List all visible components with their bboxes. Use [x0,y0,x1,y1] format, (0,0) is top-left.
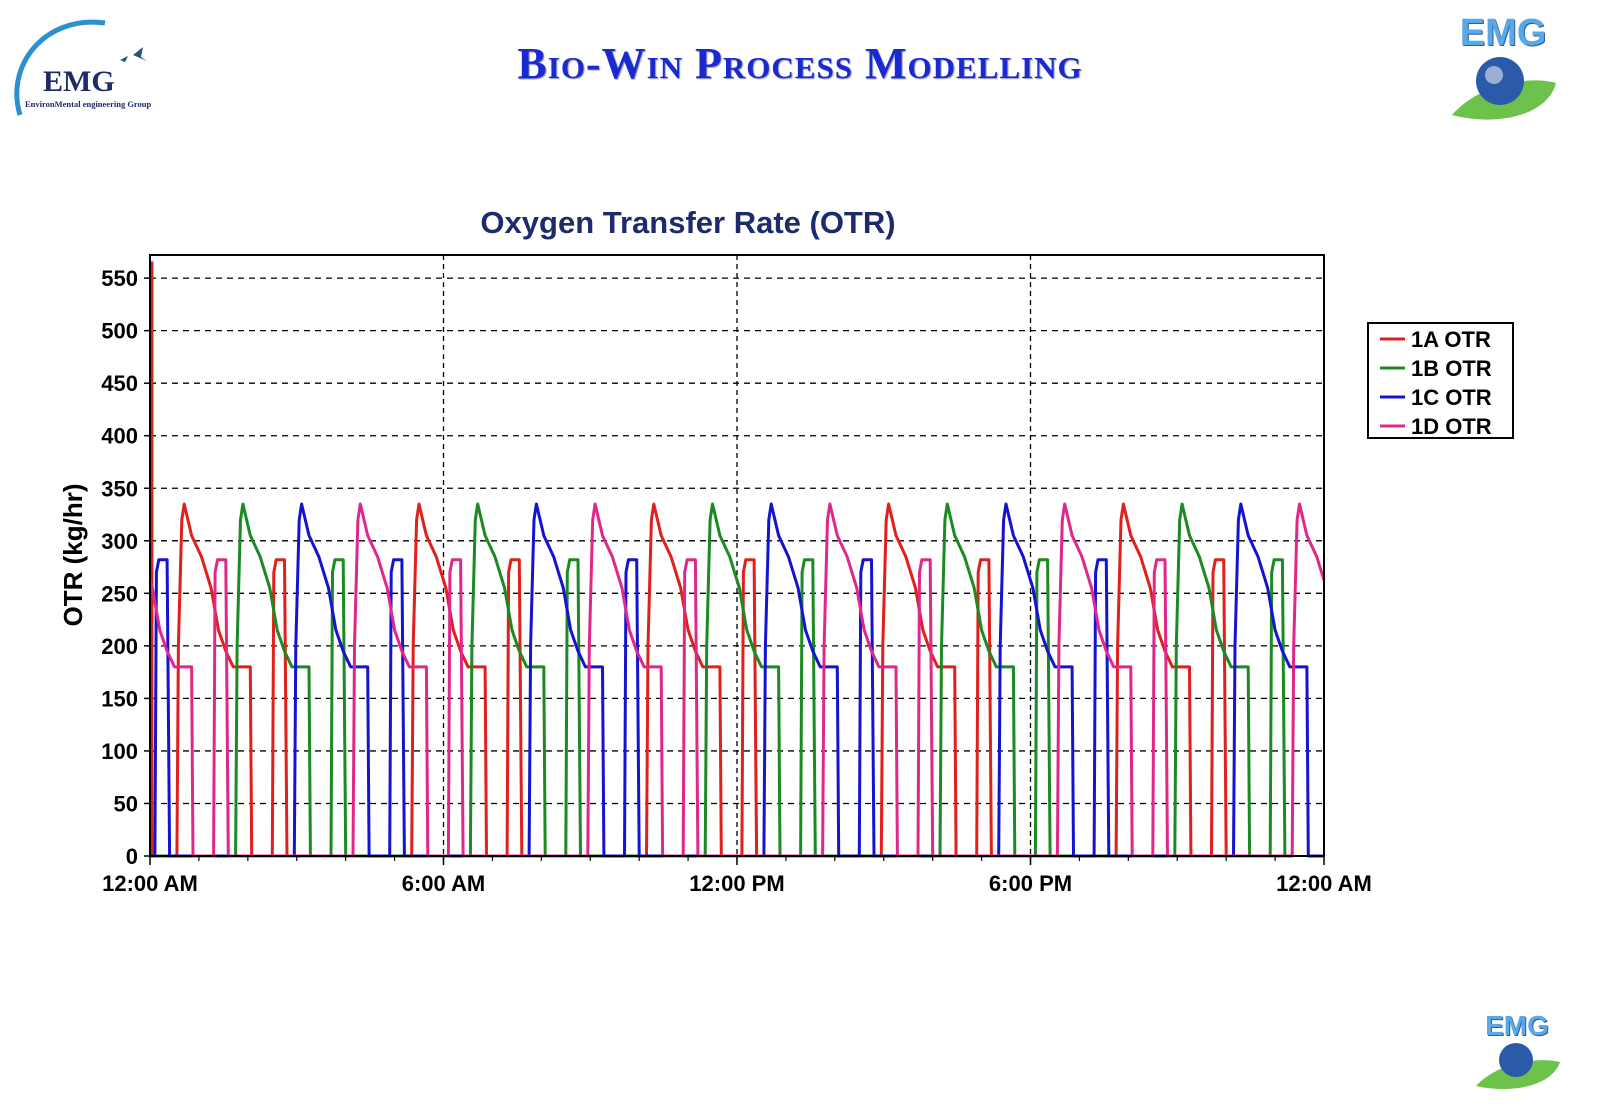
x-tick-label: 12:00 PM [689,871,784,896]
axis-ticks: 0 50 100 150 200 250 300 350 400 450 500 550 12:00 A… [101,266,1372,896]
y-tick-label: 200 [101,634,138,659]
y-tick-label: 100 [101,739,138,764]
y-tick-label: 450 [101,371,138,396]
logo-left-subtitle: EnvironMental engineering Group [25,99,152,109]
x-tick-label: 6:00 AM [402,871,486,896]
series-line-1b-otr [150,502,1287,858]
emg-logo-left: EMG EnvironMental engineering Group [5,15,195,125]
logo-footer-text: EMG [1485,1010,1549,1041]
series-lines [148,261,1326,858]
slide-title: Bio-Win Process Modelling [517,39,1083,88]
y-tick-label: 400 [101,424,138,449]
legend-label: 1C OTR [1411,385,1492,410]
logo-left-text: EMG [43,65,115,98]
legend-box [1367,322,1514,439]
logo-arc-icon [14,19,147,116]
legend-label: 1B OTR [1411,356,1492,381]
series-line-1c-otr [150,502,1324,858]
globe-leaf-icon [1452,57,1556,120]
emg-logo-right: EMG [1448,12,1558,130]
y-tick-label: 350 [101,476,138,501]
legend: 1A OTR 1B OTR 1C OTR 1D OTR [1367,322,1514,439]
series-line-1d-otr [148,502,1326,858]
y-tick-label: 500 [101,319,138,344]
globe-leaf-icon [1476,1043,1560,1089]
legend-label: 1A OTR [1411,327,1491,352]
grid [150,255,1324,856]
x-tick-label: 12:00 AM [1276,871,1372,896]
logo-right-text: EMG [1459,12,1547,54]
y-tick-label: 300 [101,529,138,554]
series-line-1a-otr [150,502,1228,858]
x-tick-label: 12:00 AM [102,871,198,896]
y-axis-label: OTR (kg/hr) [58,484,88,627]
x-tick-label: 6:00 PM [989,871,1072,896]
y-tick-label: 550 [101,266,138,291]
y-tick-label: 50 [114,791,138,816]
y-tick-label: 0 [126,844,138,869]
y-tick-label: 150 [101,686,138,711]
emg-logo-footer: EMG [1472,1010,1562,1097]
y-tick-label: 250 [101,581,138,606]
legend-label: 1D OTR [1411,414,1492,439]
chart-title: Oxygen Transfer Rate (OTR) [480,205,895,240]
